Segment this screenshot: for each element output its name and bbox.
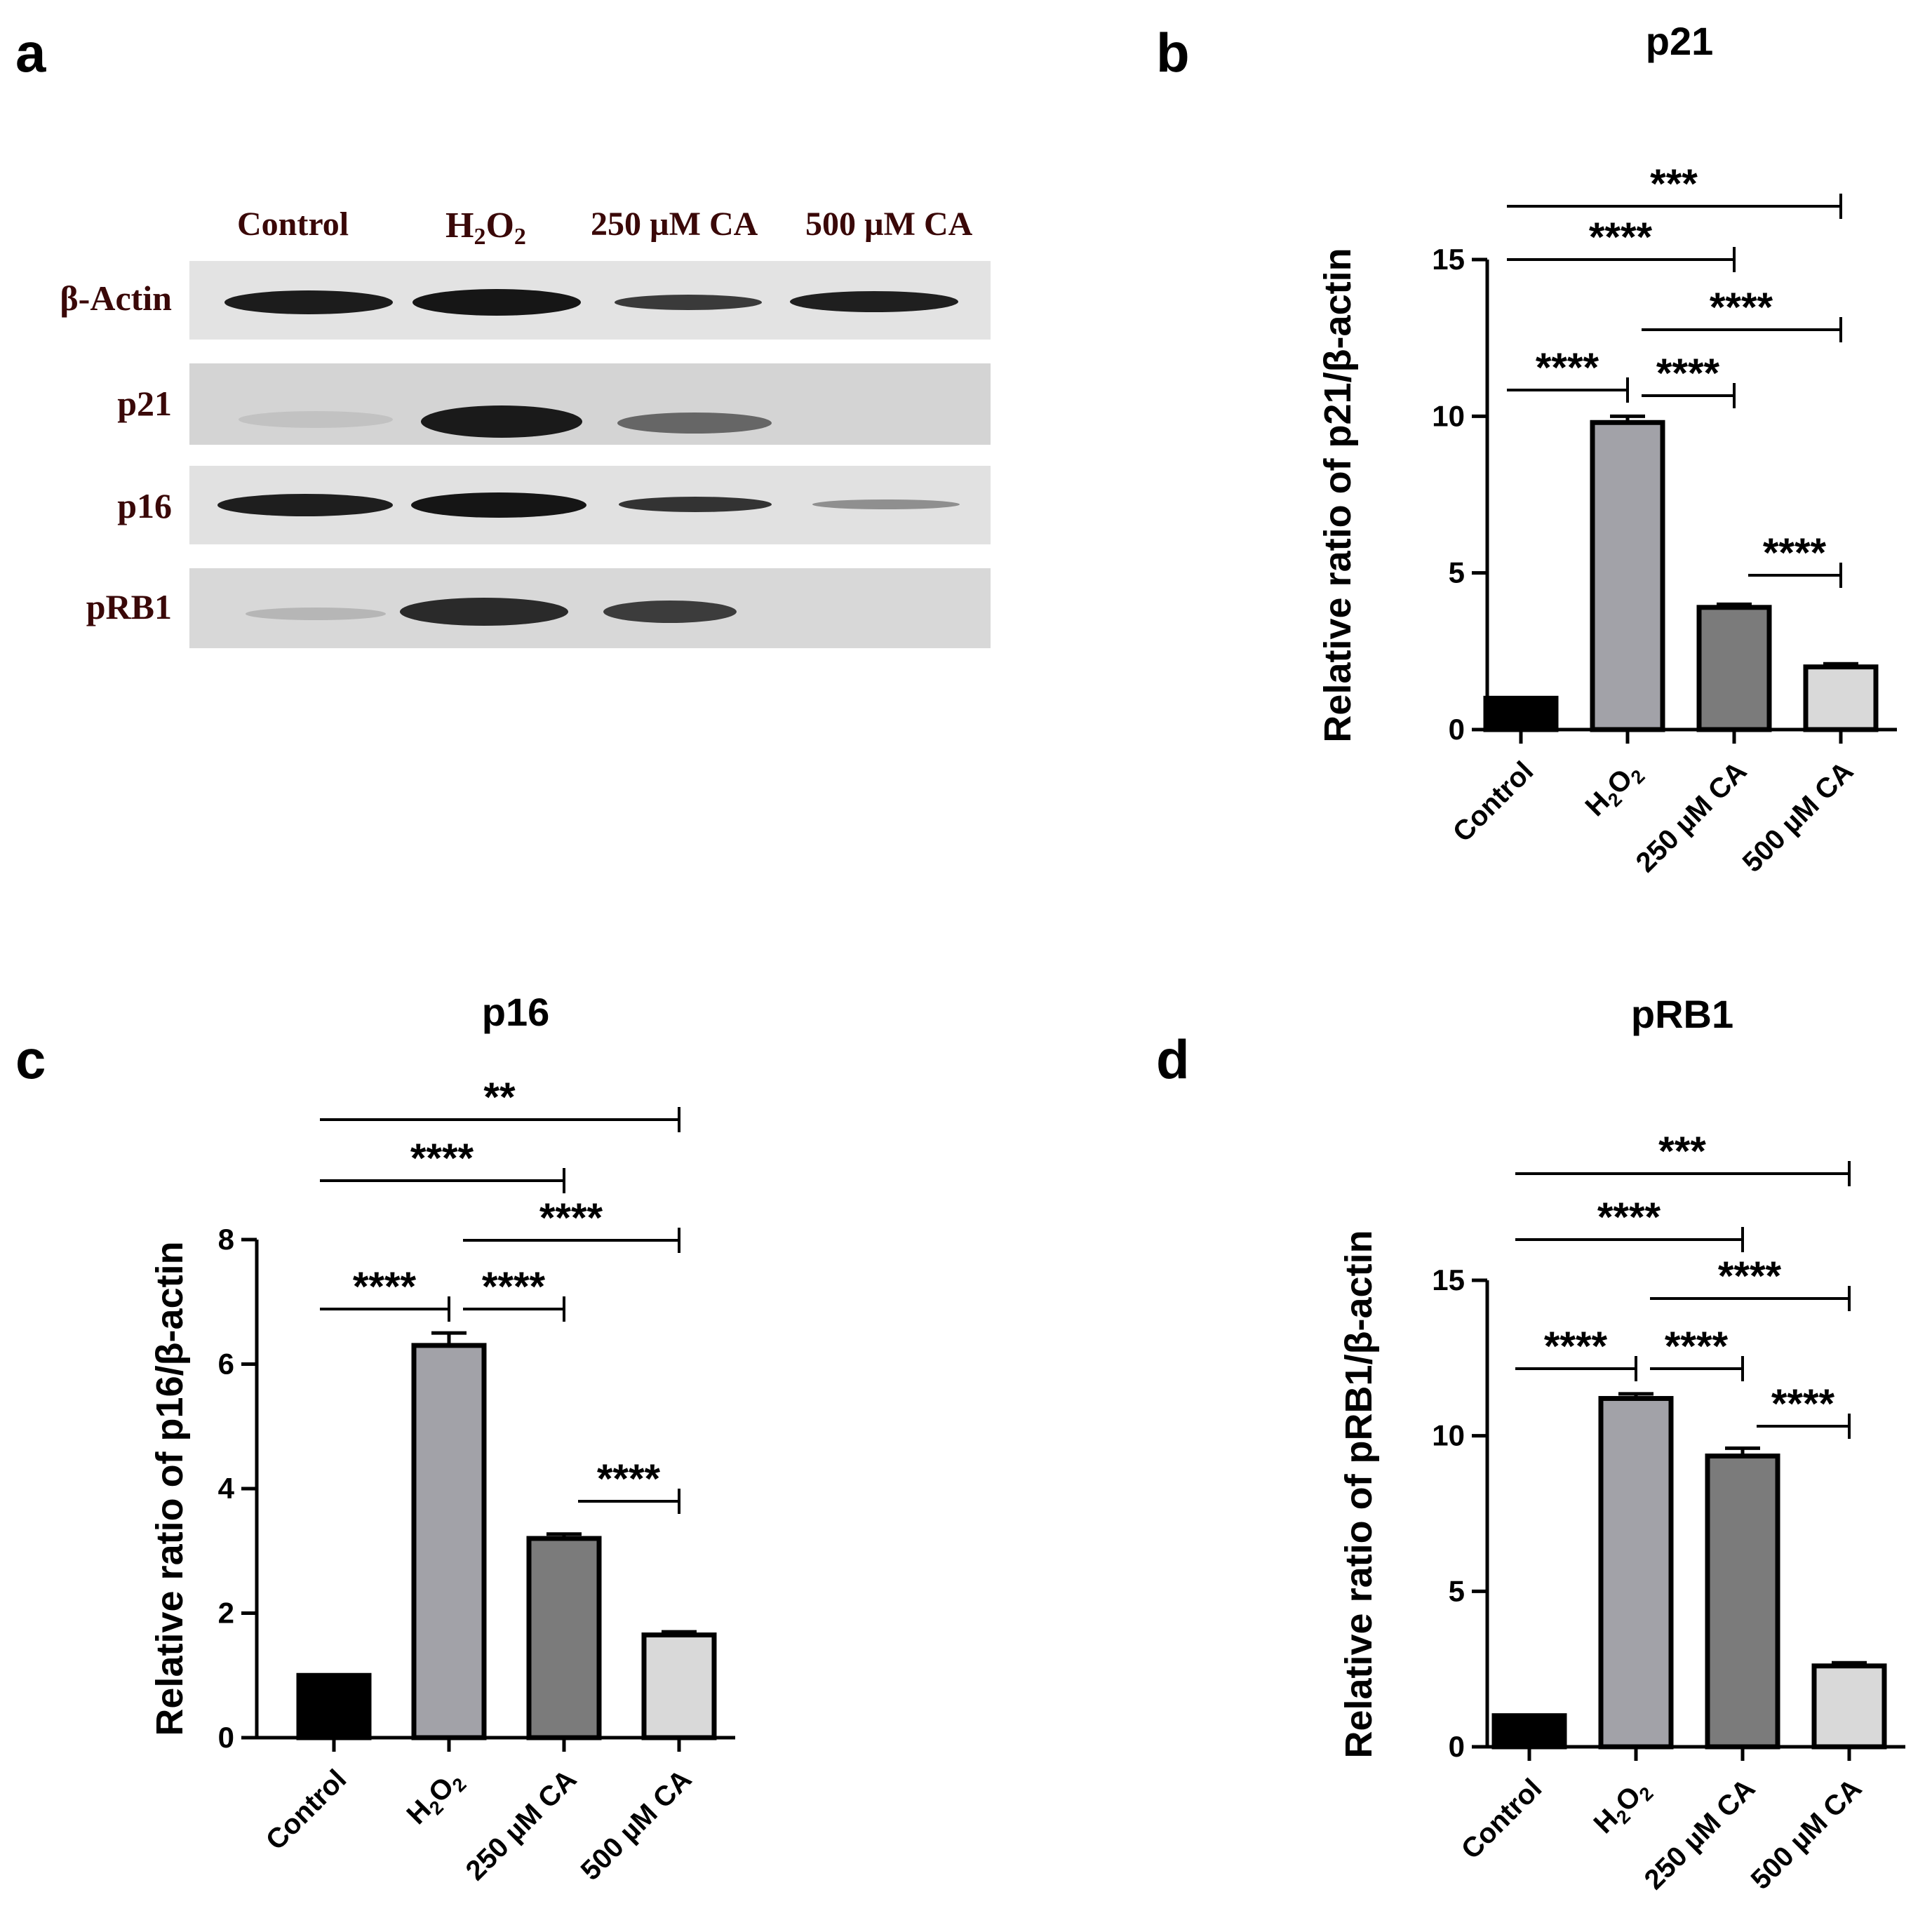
blot-strip-p21 bbox=[189, 363, 991, 445]
row-label-actin: β-Actin bbox=[60, 279, 172, 318]
bar-1 bbox=[1598, 1395, 1674, 1750]
blot-band bbox=[619, 497, 772, 512]
chart-title: p21 bbox=[1646, 19, 1714, 63]
lane-label-control: Control bbox=[237, 206, 349, 243]
panel-label-b: b bbox=[1156, 22, 1190, 83]
bar-3 bbox=[641, 1632, 717, 1740]
blot-band bbox=[246, 608, 386, 620]
x-tick-label: 250 µM CA bbox=[1630, 756, 1753, 878]
y-tick-label: 5 bbox=[1449, 556, 1465, 589]
y-tick-label: 15 bbox=[1432, 243, 1465, 276]
blot-band bbox=[224, 290, 393, 314]
significance-label: **** bbox=[353, 1264, 417, 1310]
x-tick-label: Control bbox=[260, 1764, 353, 1856]
y-tick-label: 0 bbox=[1449, 1730, 1465, 1763]
bar-2 bbox=[1705, 1453, 1780, 1750]
lane-label-h2o2: H2O2 bbox=[445, 206, 526, 250]
significance-label: **** bbox=[1536, 345, 1599, 391]
significance-label: **** bbox=[1771, 1381, 1835, 1427]
blot-band bbox=[411, 492, 586, 518]
panel-label-c: c bbox=[15, 1028, 46, 1090]
bar-1 bbox=[1590, 420, 1665, 732]
y-axis-label: Relative ratio of p21/β-actin bbox=[1317, 248, 1359, 742]
x-tick-label: 500 µM CA bbox=[1737, 756, 1860, 878]
lane-label-250-ca: 250 µM CA bbox=[591, 206, 758, 243]
blot-band bbox=[812, 499, 960, 509]
x-tick-label: H2O2 bbox=[1580, 756, 1649, 825]
significance-label: **** bbox=[1544, 1324, 1608, 1369]
blot-strip-prb1 bbox=[189, 568, 991, 648]
significance-label: **** bbox=[1589, 215, 1653, 260]
significance-label: *** bbox=[1658, 1129, 1706, 1174]
row-label-p16: p16 bbox=[117, 486, 172, 525]
y-tick-label: 0 bbox=[1449, 713, 1465, 746]
bar-0 bbox=[296, 1672, 372, 1740]
blot-band bbox=[615, 295, 762, 310]
bar-2 bbox=[1696, 605, 1772, 732]
bar-0 bbox=[1483, 695, 1559, 732]
y-tick-label: 15 bbox=[1432, 1263, 1465, 1296]
x-tick-label: Control bbox=[1447, 756, 1540, 848]
blot-strip-p16 bbox=[189, 466, 991, 544]
significance-label: **** bbox=[1665, 1324, 1729, 1369]
panel-label-d: d bbox=[1156, 1028, 1190, 1090]
y-axis-label: Relative ratio of pRB1/β-actin bbox=[1338, 1230, 1380, 1758]
blot-strip-actin bbox=[189, 261, 991, 340]
x-tick-label: 500 µM CA bbox=[575, 1764, 698, 1886]
x-tick-label: H2O2 bbox=[401, 1764, 471, 1833]
x-tick-label: Control bbox=[1456, 1773, 1548, 1865]
x-tick-label: 250 µM CA bbox=[460, 1764, 583, 1886]
bar-1 bbox=[411, 1343, 487, 1740]
significance-label: *** bbox=[1650, 161, 1698, 207]
blot-band bbox=[603, 601, 737, 623]
panel-label-a: a bbox=[15, 22, 46, 83]
significance-label: **** bbox=[1763, 530, 1827, 576]
y-tick-label: 5 bbox=[1449, 1574, 1465, 1607]
y-axis-label: Relative ratio of p16/β-actin bbox=[149, 1241, 191, 1736]
blot-band bbox=[790, 291, 958, 312]
row-label-p21: p21 bbox=[117, 384, 172, 423]
x-tick-label: 250 µM CA bbox=[1639, 1773, 1762, 1896]
y-tick-label: 4 bbox=[218, 1472, 235, 1505]
bar-3 bbox=[1811, 1663, 1887, 1750]
significance-label: **** bbox=[1718, 1254, 1782, 1299]
significance-label: **** bbox=[539, 1195, 603, 1241]
chart-title: pRB1 bbox=[1631, 992, 1733, 1036]
significance-label: **** bbox=[482, 1264, 546, 1310]
significance-label: **** bbox=[1656, 351, 1720, 396]
bar-0 bbox=[1491, 1713, 1567, 1750]
significance-label: **** bbox=[597, 1456, 661, 1502]
blot-band bbox=[421, 405, 582, 438]
blot-band bbox=[617, 412, 772, 434]
x-tick-label: 500 µM CA bbox=[1745, 1773, 1868, 1896]
significance-label: **** bbox=[1710, 285, 1773, 330]
x-tick-label: H2O2 bbox=[1588, 1773, 1658, 1842]
blot-band bbox=[412, 289, 581, 316]
blot-band bbox=[217, 494, 393, 516]
y-tick-label: 0 bbox=[218, 1721, 234, 1754]
y-tick-label: 10 bbox=[1432, 399, 1465, 432]
y-tick-label: 2 bbox=[218, 1597, 234, 1630]
bar-3 bbox=[1803, 664, 1879, 732]
y-tick-label: 8 bbox=[218, 1223, 234, 1256]
significance-label: ** bbox=[483, 1075, 516, 1120]
bar-2 bbox=[526, 1536, 602, 1740]
blot-band bbox=[239, 411, 393, 428]
blot-band bbox=[400, 598, 568, 626]
significance-label: **** bbox=[410, 1136, 474, 1181]
significance-label: **** bbox=[1597, 1195, 1661, 1240]
row-label-prb1: pRB1 bbox=[86, 587, 172, 626]
y-tick-label: 6 bbox=[218, 1348, 234, 1381]
lane-label-500-ca: 500 µM CA bbox=[805, 206, 973, 243]
y-tick-label: 10 bbox=[1432, 1419, 1465, 1452]
chart-title: p16 bbox=[482, 990, 550, 1034]
